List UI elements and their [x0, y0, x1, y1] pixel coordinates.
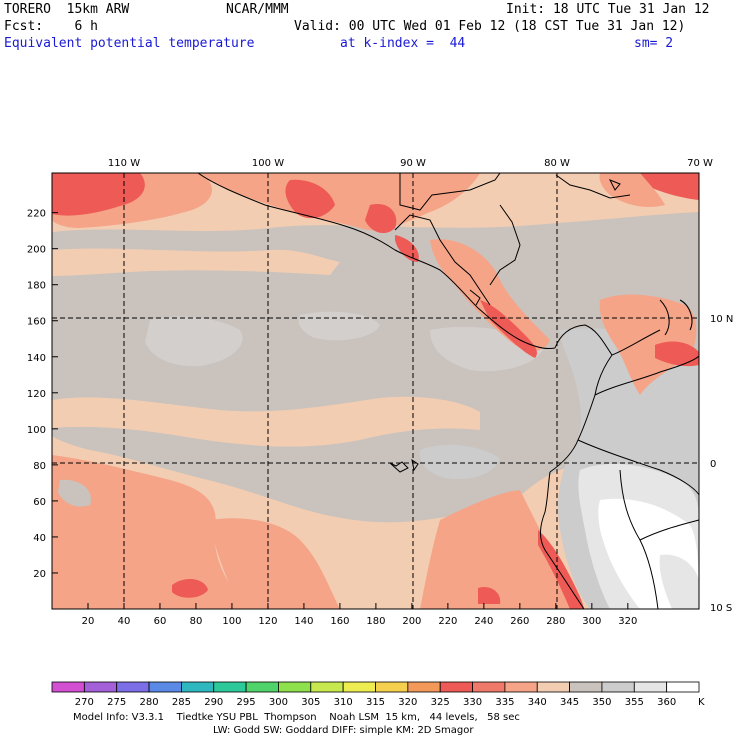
- colorbar-swatch: [504, 681, 538, 693]
- lon-label-80w: 80 W: [544, 158, 570, 169]
- x-axis-ticks: 20 40 60 80 100 120 140 160 180 200 220 240 260 280 30…: [82, 603, 637, 627]
- forecast-hour: Fcst: 6 h: [4, 19, 98, 34]
- colorbar-swatch: [375, 681, 409, 693]
- colorbar-swatch: [278, 681, 312, 693]
- y-tick-label: 100: [27, 425, 46, 436]
- colorbar-swatch: [536, 681, 570, 693]
- x-tick-label: 60: [154, 616, 167, 627]
- y-tick-label: 200: [27, 245, 46, 256]
- x-tick-label: 200: [402, 616, 421, 627]
- colorbar-label: 275: [107, 697, 126, 708]
- colorbar-label: 310: [334, 697, 353, 708]
- y-tick-label: 80: [33, 461, 46, 472]
- y-tick-label: 60: [33, 497, 46, 508]
- organization: NCAR/MMM: [226, 2, 289, 17]
- lon-label-70w: 70 W: [687, 158, 713, 169]
- colorbar-swatch: [310, 681, 344, 693]
- colorbar-label: 345: [560, 697, 579, 708]
- smoothing-info: sm= 2: [634, 36, 674, 51]
- x-tick-label: 180: [366, 616, 385, 627]
- colorbar-label: 295: [237, 697, 256, 708]
- model-info-line-1: Model Info: V3.3.1 Tiedtke YSU PBL Thomp…: [73, 712, 520, 723]
- field-name: Equivalent potential temperature: [4, 36, 255, 51]
- colorbar-swatch: [83, 681, 118, 693]
- colorbar-label: 340: [528, 697, 547, 708]
- colorbar-label: 350: [592, 697, 611, 708]
- colorbar-swatch: [601, 681, 635, 693]
- colorbar-swatch: [342, 681, 376, 693]
- y-tick-label: 140: [27, 353, 46, 364]
- x-tick-label: 140: [294, 616, 313, 627]
- colorbar-swatch: [666, 681, 700, 693]
- y-tick-label: 20: [33, 569, 46, 580]
- x-tick-label: 120: [258, 616, 277, 627]
- colorbar-label: 335: [495, 697, 514, 708]
- lat-label-10s: 10 S: [710, 603, 732, 614]
- colorbar-label: 300: [269, 697, 288, 708]
- colorbar-swatch: [569, 681, 603, 693]
- x-tick-label: 20: [82, 616, 95, 627]
- y-tick-label: 160: [27, 317, 46, 328]
- colorbar-swatch: [213, 681, 247, 693]
- colorbar-label: 320: [398, 697, 417, 708]
- colorbar-label: 325: [431, 697, 450, 708]
- lon-label-110w: 110 W: [108, 158, 140, 169]
- colorbar-swatch: [51, 681, 85, 693]
- colorbar-unit: K: [698, 697, 705, 708]
- colorbar-label: 305: [301, 697, 320, 708]
- level-info: at k-index = 44: [340, 36, 466, 51]
- x-tick-label: 300: [582, 616, 601, 627]
- lon-label-90w: 90 W: [400, 158, 426, 169]
- colorbar-label: 360: [657, 697, 676, 708]
- colorbar-label: 290: [204, 697, 223, 708]
- x-tick-label: 260: [510, 616, 529, 627]
- colorbar-swatch: [407, 681, 441, 693]
- colorbar-swatch: [180, 681, 215, 693]
- colorbar-swatch: [245, 681, 279, 693]
- colorbar-swatch: [439, 681, 473, 693]
- colorbar-swatch: [116, 681, 150, 693]
- x-tick-label: 280: [546, 616, 565, 627]
- x-tick-label: 100: [222, 616, 241, 627]
- colorbar-swatch: [148, 681, 182, 693]
- colorbar-label: 315: [366, 697, 385, 708]
- colorbar-label: 355: [625, 697, 644, 708]
- y-tick-label: 180: [27, 281, 46, 292]
- lat-label-10n: 10 N: [710, 314, 733, 325]
- x-tick-label: 80: [190, 616, 203, 627]
- colorbar-label: 270: [75, 697, 94, 708]
- valid-time: Valid: 00 UTC Wed 01 Feb 12 (18 CST Tue …: [294, 19, 686, 34]
- model-name: TORERO 15km ARW: [4, 2, 130, 17]
- x-tick-label: 160: [330, 616, 349, 627]
- y-tick-label: 220: [27, 209, 46, 220]
- lon-label-100w: 100 W: [252, 158, 284, 169]
- colorbar-swatch: [633, 681, 668, 693]
- colorbar-swatch: [472, 681, 506, 693]
- init-time: Init: 18 UTC Tue 31 Jan 12: [506, 2, 710, 17]
- colorbar-label: 285: [172, 697, 191, 708]
- x-tick-label: 220: [438, 616, 457, 627]
- y-tick-label: 40: [33, 533, 46, 544]
- y-axis-ticks: 220 200 180 160 140 120 100 80 60 40 20: [27, 209, 58, 580]
- x-tick-label: 40: [118, 616, 131, 627]
- model-info-line-2: LW: Godd SW: Goddard DIFF: simple KM: 2D…: [213, 725, 474, 736]
- colorbar-label: 330: [463, 697, 482, 708]
- x-tick-label: 320: [618, 616, 637, 627]
- x-tick-label: 240: [474, 616, 493, 627]
- lat-lon-grid: [52, 173, 699, 609]
- y-tick-label: 120: [27, 389, 46, 400]
- colorbar-label: 280: [140, 697, 159, 708]
- colorbar: 270 275 280 285 290 295 300 305 310 315 320 325 330 3…: [51, 681, 700, 708]
- lat-label-0: 0: [710, 459, 716, 470]
